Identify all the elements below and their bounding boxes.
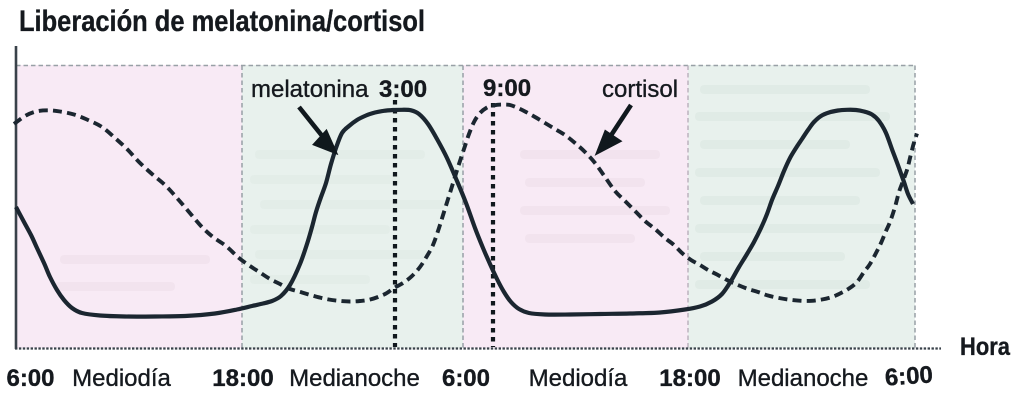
svg-text:6:00: 6:00 [6, 365, 54, 392]
svg-text:9:00: 9:00 [483, 75, 531, 102]
svg-text:melatonina: melatonina [251, 76, 369, 103]
svg-text:6:00: 6:00 [442, 365, 490, 392]
svg-text:3:00: 3:00 [379, 76, 427, 103]
svg-text:Liberación de melatonina/corti: Liberación de melatonina/cortisol [19, 5, 425, 38]
svg-text:6:00: 6:00 [884, 361, 934, 391]
svg-text:Mediodía: Mediodía [72, 365, 171, 392]
svg-text:Medianoche: Medianoche [738, 365, 869, 392]
svg-text:Medianoche: Medianoche [289, 365, 420, 392]
svg-text:18:00: 18:00 [212, 365, 273, 392]
svg-text:cortisol: cortisol [602, 76, 678, 103]
svg-text:18:00: 18:00 [659, 365, 720, 392]
svg-text:Hora: Hora [960, 333, 1011, 361]
svg-text:Mediodía: Mediodía [529, 365, 628, 392]
